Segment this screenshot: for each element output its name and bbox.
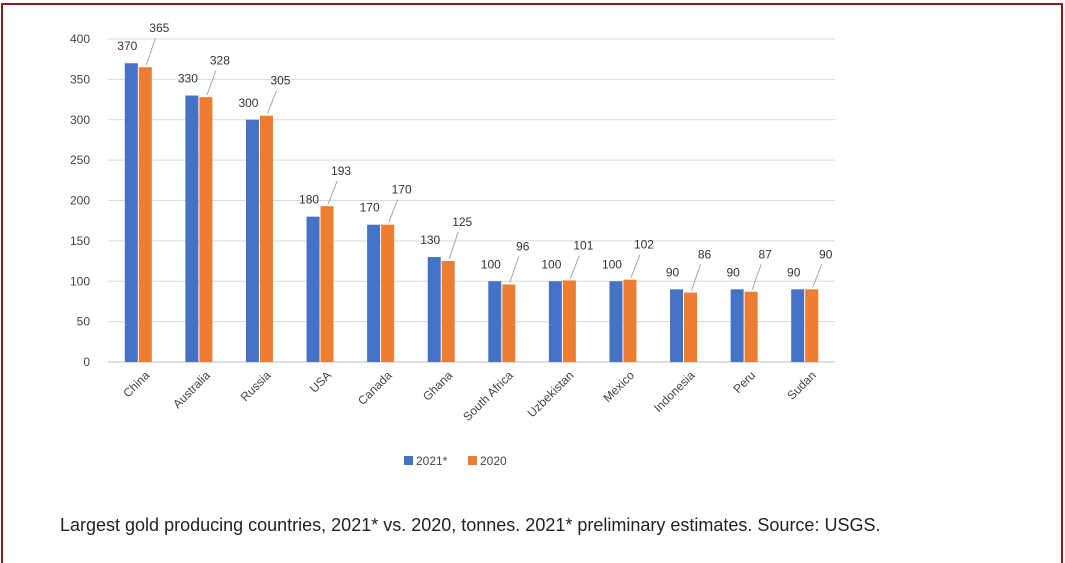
data-label: 90 xyxy=(726,265,740,279)
chart-frame xyxy=(1,3,1063,563)
x-tick-label: Canada xyxy=(355,368,395,408)
data-label: 305 xyxy=(270,74,290,88)
data-label: 330 xyxy=(178,72,198,86)
leader-line xyxy=(327,180,338,205)
gridlines xyxy=(108,38,835,363)
data-label: 328 xyxy=(210,54,230,68)
bar-series2 xyxy=(381,224,395,362)
leader-line xyxy=(751,264,762,290)
x-tick-label: Mexico xyxy=(600,368,637,405)
legend-swatch xyxy=(404,456,413,465)
y-tick-label: 100 xyxy=(70,274,90,288)
legend-label: 2020 xyxy=(480,454,507,468)
bar-series2 xyxy=(684,292,698,362)
x-tick-label: China xyxy=(120,368,152,400)
bar-series1 xyxy=(730,289,744,362)
bar-series2 xyxy=(441,261,455,362)
bar-series1 xyxy=(670,289,684,362)
bar-series1 xyxy=(791,289,805,362)
leader-line xyxy=(691,264,702,291)
leader-line xyxy=(569,255,580,279)
bar-series1 xyxy=(185,95,199,363)
legend-swatch xyxy=(468,456,477,465)
leader-line xyxy=(509,256,520,283)
data-label: 96 xyxy=(516,239,530,253)
data-labels: 370 365 330 328 300 305 180 193 170 170 130 125 100 9… xyxy=(117,21,833,291)
data-label: 102 xyxy=(634,238,654,252)
bar-series2 xyxy=(805,289,819,362)
bar-series2 xyxy=(320,206,334,362)
leader-line xyxy=(145,38,156,66)
leader-line xyxy=(630,254,641,278)
y-tick-label: 400 xyxy=(70,32,90,46)
y-axis: 0 50 100 150 200 250 300 350 400 xyxy=(70,32,90,369)
data-label: 100 xyxy=(602,257,622,271)
data-label: 180 xyxy=(299,193,319,207)
data-label: 100 xyxy=(541,257,561,271)
x-axis: China Australia Russia USA Canada Ghana South … xyxy=(120,368,818,424)
data-label: 365 xyxy=(149,21,169,35)
bar-series2 xyxy=(138,67,152,362)
bar-series2 xyxy=(744,291,758,362)
data-label: 125 xyxy=(452,215,472,229)
x-tick-label: Indonesia xyxy=(651,368,698,415)
bar-series1 xyxy=(367,224,381,362)
bar-series1 xyxy=(245,119,259,362)
data-label: 86 xyxy=(698,247,712,261)
x-tick-label: Uzbekistan xyxy=(525,368,577,420)
data-label: 101 xyxy=(573,238,593,252)
x-tick-label: South Africa xyxy=(460,368,516,424)
bar-series2 xyxy=(199,97,213,362)
x-tick-label: Russia xyxy=(238,368,274,404)
leader-line xyxy=(206,70,217,96)
chart-caption: Largest gold producing countries, 2021* … xyxy=(60,515,881,535)
bar-series2 xyxy=(502,284,516,362)
leader-line xyxy=(812,264,823,288)
y-tick-label: 200 xyxy=(70,194,90,208)
bar-series1 xyxy=(609,281,623,362)
legend: 2021* 2020 xyxy=(404,454,507,468)
leader-line xyxy=(266,90,277,114)
y-tick-label: 300 xyxy=(70,113,90,127)
data-label: 170 xyxy=(360,201,380,215)
bars xyxy=(124,63,819,363)
data-label: 87 xyxy=(758,247,772,261)
bar-series2 xyxy=(623,279,637,362)
x-tick-label: USA xyxy=(307,368,334,395)
data-label: 300 xyxy=(238,96,258,110)
leader-line xyxy=(388,199,399,223)
bar-series1 xyxy=(488,281,502,362)
bar-series2 xyxy=(259,115,273,363)
bar-series1 xyxy=(548,281,562,362)
legend-label: 2021* xyxy=(416,454,448,468)
data-label: 90 xyxy=(666,265,680,279)
data-label: 100 xyxy=(481,257,501,271)
data-label: 170 xyxy=(392,183,412,197)
data-label: 130 xyxy=(420,233,440,247)
data-label: 90 xyxy=(819,247,833,261)
leader-line xyxy=(448,231,459,260)
y-tick-label: 350 xyxy=(70,72,90,86)
data-label: 90 xyxy=(787,265,801,279)
data-label: 370 xyxy=(117,39,137,53)
x-tick-label: Ghana xyxy=(420,368,456,404)
data-label: 193 xyxy=(331,164,351,178)
bar-series1 xyxy=(124,63,138,362)
y-tick-label: 50 xyxy=(77,315,91,329)
x-tick-label: Sudan xyxy=(784,368,818,402)
gold-production-chart: 0 50 100 150 200 250 300 350 400 370 365 330 328 300… xyxy=(70,21,835,468)
y-tick-label: 0 xyxy=(83,355,90,369)
y-tick-label: 150 xyxy=(70,234,90,248)
y-tick-label: 250 xyxy=(70,153,90,167)
x-tick-label: Peru xyxy=(730,368,758,396)
x-tick-label: Australia xyxy=(170,368,213,411)
bar-series1 xyxy=(427,257,441,362)
bar-series1 xyxy=(306,216,320,362)
bar-series2 xyxy=(562,280,576,362)
